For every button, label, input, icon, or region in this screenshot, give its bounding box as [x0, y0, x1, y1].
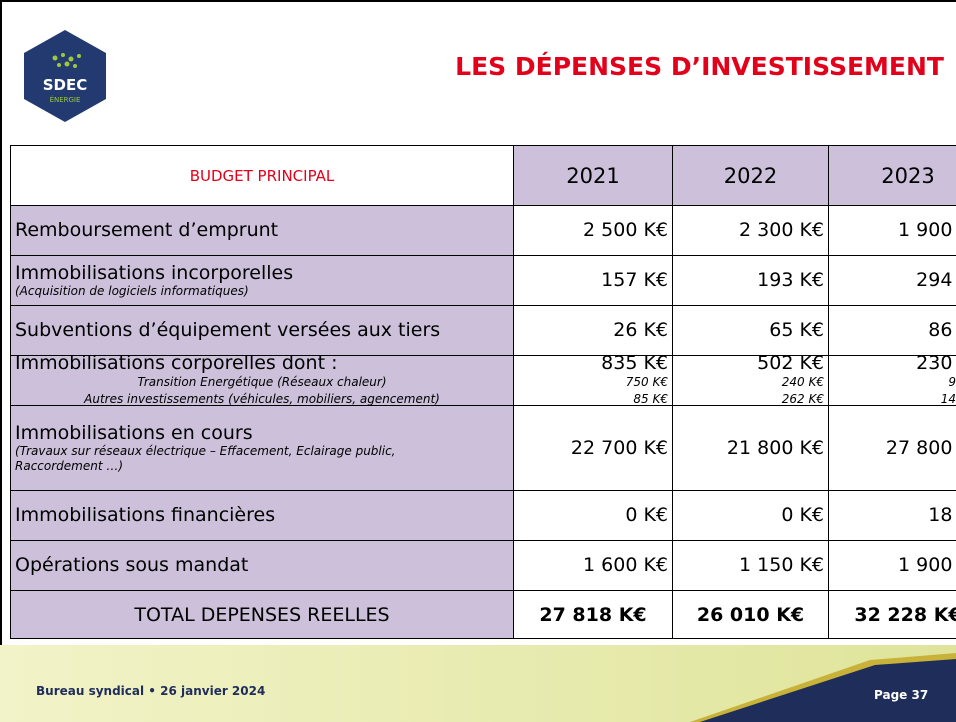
value-cell: 502 K€ 240 K€ 262 K€: [672, 352, 829, 406]
footer-meeting: Bureau syndical • 26 janvier 2024: [36, 684, 266, 698]
value-cell: 1 900 K€: [828, 205, 956, 256]
value-cell: 1 900 K€: [828, 540, 956, 591]
row-label-cell: Opérations sous mandat: [10, 540, 514, 591]
value-cell: 18 K€: [828, 490, 956, 541]
value-cell: 2 500 K€: [513, 205, 673, 256]
logo-name: SDEC: [43, 76, 88, 94]
value: 230 K€: [916, 352, 956, 374]
value: 1 900 K€: [898, 554, 956, 576]
value: 835 K€: [601, 352, 668, 374]
value: 2 300 K€: [739, 219, 824, 241]
value-cell: 1 600 K€: [513, 540, 673, 591]
row-label: Immobilisations corporelles dont :: [15, 352, 338, 374]
row-label: Immobilisations financières: [15, 504, 276, 526]
value: 0 K€: [625, 504, 668, 526]
value-cell: 0 K€: [513, 490, 673, 541]
value: 86 K€: [928, 319, 956, 341]
value-cell: 835 K€ 750 K€ 85 K€: [513, 352, 673, 406]
value-cell: 2 300 K€: [672, 205, 829, 256]
header-text: BUDGET PRINCIPAL: [189, 166, 335, 185]
value: 1 150 K€: [739, 554, 824, 576]
header-text: 2023: [881, 163, 935, 188]
row-label: Remboursement d’emprunt: [15, 219, 279, 241]
year-header: 2023: [828, 145, 956, 206]
row-label-cell: Subventions d’équipement versées aux tie…: [10, 305, 514, 356]
detail-label: Transition Energétique (Réseaux chaleur): [137, 375, 387, 389]
detail-value: 85 K€: [633, 392, 668, 406]
value-cell: 230 K€90 K€ 140 K€: [828, 352, 956, 406]
row-label-cell: Immobilisations incorporelles (Acquisitio…: [10, 255, 514, 306]
row-label: Subventions d’équipement versées aux tie…: [15, 319, 441, 341]
slide-title: LES DÉPENSES D’INVESTISSEMENT: [455, 52, 944, 81]
detail-value: 140 K€: [940, 392, 956, 406]
value: 27 800 K€: [885, 436, 956, 459]
total-label-cell: TOTAL DEPENSES REELLES: [10, 590, 514, 639]
logo-hexagon: [24, 30, 106, 122]
total-label: TOTAL DEPENSES REELLES: [134, 603, 390, 626]
total-value-cell: 26 010 K€: [672, 590, 829, 639]
total-value: 26 010 K€: [696, 603, 805, 626]
detail-value: 240 K€: [781, 375, 824, 389]
budget-table: BUDGET PRINCIPAL 2021 2022 2023 Remboursemen…: [10, 145, 956, 639]
value: 1 600 K€: [583, 554, 668, 576]
value-cell: 26 K€: [513, 305, 673, 356]
total-value: 27 818 K€: [539, 603, 647, 626]
value: 294 K€: [916, 269, 956, 291]
value: 26 K€: [613, 319, 668, 341]
value-cell: 1 150 K€: [672, 540, 829, 591]
value: 193 K€: [757, 269, 824, 291]
logo: SDEC ÉNERGIE: [24, 30, 106, 122]
detail-label: Autres investissements (véhicules, mobil…: [84, 392, 440, 406]
row-label-cell: Immobilisations corporelles dont : Transi…: [10, 352, 514, 406]
row-label-cell: Remboursement d’emprunt: [10, 205, 514, 256]
row-note: (Acquisition de logiciels informatiques): [15, 283, 249, 298]
value-cell: 27 800 K€: [828, 405, 956, 491]
total-value-cell: 32 228 K€: [828, 590, 956, 639]
value-cell: 294 K€: [828, 255, 956, 306]
detail-value: 750 K€: [625, 375, 668, 389]
value: 1 900 K€: [898, 219, 956, 241]
year-header: 2021: [513, 145, 673, 206]
value-cell: 193 K€: [672, 255, 829, 306]
value: 18 K€: [928, 504, 956, 526]
value: 157 K€: [601, 269, 668, 291]
header-text: 2021: [566, 163, 620, 188]
slide-frame: [0, 0, 956, 645]
value-cell: 86 K€: [828, 305, 956, 356]
header-text: 2022: [723, 163, 778, 188]
value: 0 K€: [781, 504, 824, 526]
logo-subtitle: ÉNERGIE: [50, 95, 81, 104]
value: 2 500 K€: [583, 219, 668, 241]
row-label: Immobilisations incorporelles: [15, 261, 294, 284]
value-cell: 21 800 K€: [672, 405, 829, 491]
detail-value: 90 K€: [948, 375, 956, 389]
row-label: Immobilisations en cours: [15, 421, 253, 444]
row-label-cell: Immobilisations en cours (Travaux sur rés…: [10, 405, 514, 491]
row-label: Opérations sous mandat: [15, 554, 249, 576]
value-cell: 0 K€: [672, 490, 829, 541]
value: 502 K€: [757, 352, 824, 374]
total-value: 32 228 K€: [854, 603, 956, 626]
year-header: 2022: [672, 145, 829, 206]
footer-band: [0, 645, 956, 722]
page-number: Page 37: [874, 688, 929, 702]
value: 21 800 K€: [726, 436, 824, 459]
row-note: (Travaux sur réseaux électrique – Efface…: [15, 443, 396, 473]
value: 22 700 K€: [570, 436, 668, 459]
total-value-cell: 27 818 K€: [513, 590, 673, 639]
value: 65 K€: [769, 319, 824, 341]
budget-header: BUDGET PRINCIPAL: [10, 145, 514, 206]
logo-dots: [52, 53, 81, 68]
value-cell: 157 K€: [513, 255, 673, 306]
row-label-cell: Immobilisations financières: [10, 490, 514, 541]
value-cell: 22 700 K€: [513, 405, 673, 491]
detail-value: 262 K€: [781, 392, 824, 406]
value-cell: 65 K€: [672, 305, 829, 356]
